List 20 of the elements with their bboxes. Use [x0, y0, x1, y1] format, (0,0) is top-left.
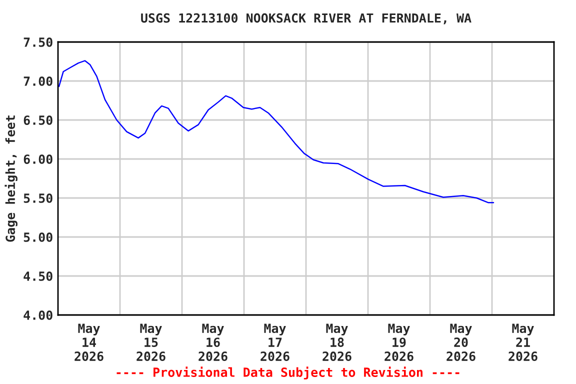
text: ---- Provisional Data Subject to Revision ---- — [116, 366, 460, 380]
y-tick-label: 6.50 — [24, 115, 52, 125]
x-tick-label: May 17 2026 — [260, 324, 290, 362]
x-tick-label: May 21 2026 — [508, 324, 538, 362]
x-tick-label: May 14 2026 — [74, 324, 104, 362]
y-tick-label: 5.50 — [24, 193, 52, 203]
line-series — [58, 60, 494, 204]
x-tick-label: May 20 2026 — [446, 324, 476, 362]
y-tick-label: 6.00 — [24, 154, 52, 164]
y-axis-title: Gage height, feet — [4, 116, 18, 242]
x-tick-label: May 19 2026 — [384, 324, 414, 362]
x-tick-label: May 18 2026 — [322, 324, 352, 362]
y-tick-label: 7.00 — [24, 76, 52, 86]
y-tick-label: 5.00 — [24, 232, 52, 242]
y-tick-label: 4.00 — [24, 310, 52, 320]
y-tick-label: 4.50 — [24, 271, 52, 281]
y-tick-label: 7.50 — [24, 37, 52, 47]
x-tick-label: May 16 2026 — [198, 324, 228, 362]
x-tick-label: May 15 2026 — [136, 324, 166, 362]
chart-title: USGS 12213100 NOOKSACK RIVER AT FERNDALE, WA — [141, 13, 472, 24]
